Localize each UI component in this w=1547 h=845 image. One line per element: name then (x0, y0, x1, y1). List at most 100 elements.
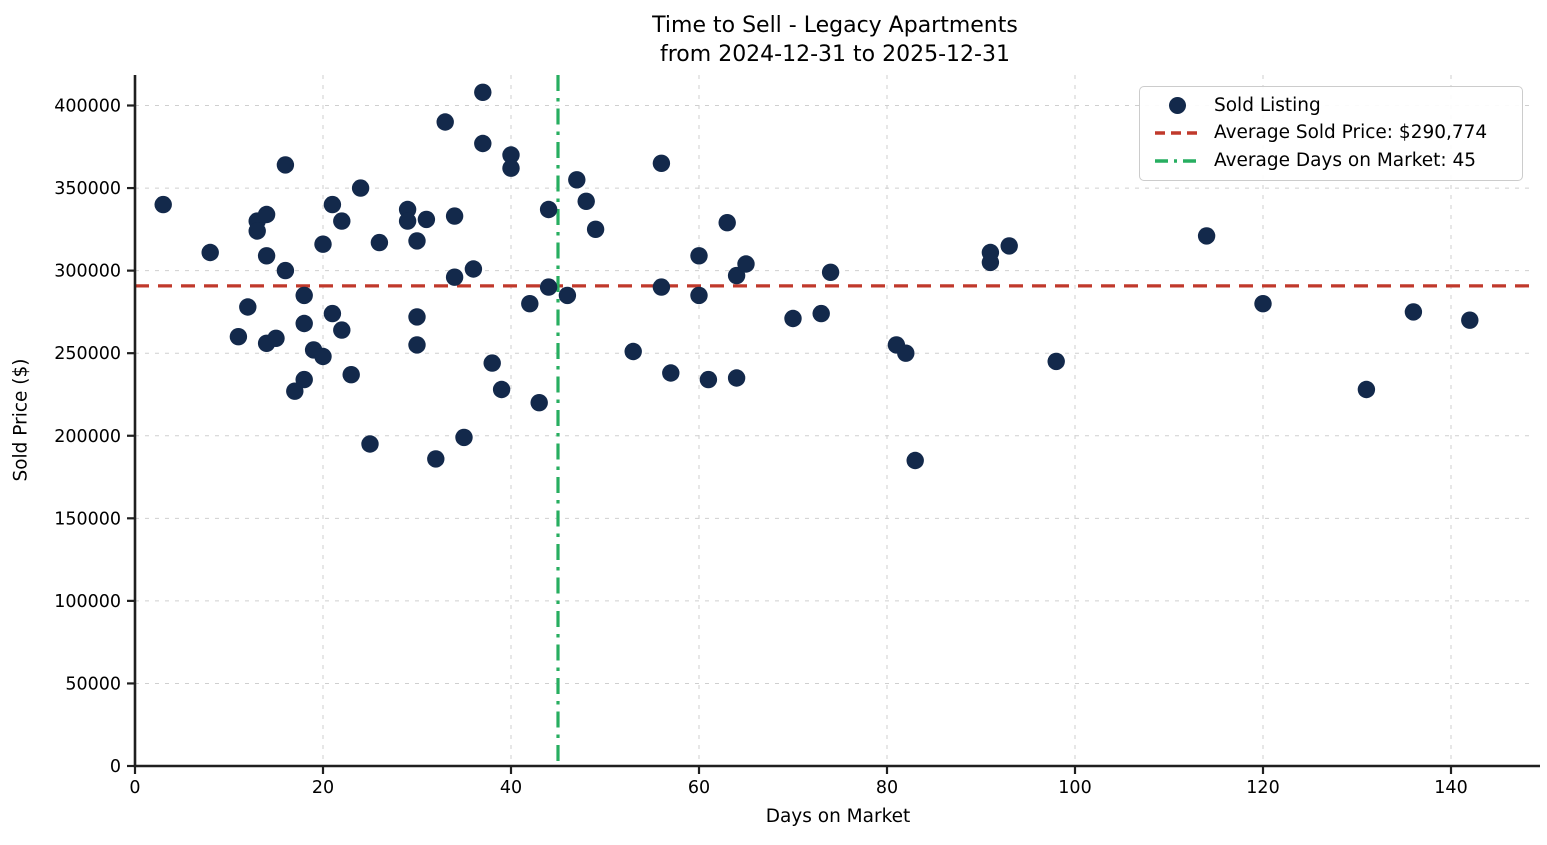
scatter-point (1254, 295, 1272, 313)
legend-label-sold-listing: Sold Listing (1214, 94, 1321, 116)
scatter-point (718, 214, 736, 232)
y-axis-label: Sold Price ($) (10, 358, 32, 482)
x-tick-label: 100 (1058, 778, 1091, 798)
scatter-point (408, 336, 426, 354)
scatter-point (1047, 352, 1065, 371)
scatter-point (812, 304, 830, 323)
scatter-point (586, 220, 605, 238)
scatter-point (981, 253, 1000, 272)
scatter-point (492, 380, 511, 399)
scatter-point (1197, 227, 1216, 245)
scatter-point (295, 286, 313, 305)
scatter-point (154, 195, 172, 214)
x-tick-label: 140 (1434, 778, 1467, 798)
scatter-point (314, 235, 332, 253)
scatter-point (539, 278, 558, 296)
legend-dashed-line-icon (1148, 130, 1206, 136)
scatter-point (257, 247, 276, 265)
x-tick-label: 40 (500, 778, 522, 798)
y-tick-label: 400000 (54, 97, 121, 117)
scatter-point (276, 261, 295, 280)
scatter-point (398, 212, 417, 230)
scatter-point (314, 347, 332, 366)
scatter-point (445, 268, 464, 286)
x-tick-label: 80 (876, 778, 898, 798)
scatter-point (897, 344, 915, 362)
chart-title-line1: Time to Sell - Legacy Apartments (652, 13, 1018, 38)
scatter-point (1461, 311, 1479, 329)
scatter-point (333, 321, 351, 339)
scatter-point (539, 200, 558, 219)
scatter-point (408, 232, 426, 250)
y-tick-label: 300000 (54, 262, 121, 282)
x-axis-label: Days on Market (765, 806, 911, 827)
y-tick-label: 50000 (65, 674, 121, 694)
y-tick-label: 200000 (54, 427, 121, 447)
scatter-point (502, 159, 520, 177)
scatter-point (455, 428, 473, 447)
scatter-point (370, 233, 389, 252)
scatter-point (690, 286, 708, 305)
chart-title-line2: from 2024-12-31 to 2025-12-31 (660, 42, 1010, 68)
chart-title: Time to Sell - Legacy Apartments from 20… (652, 11, 1018, 69)
scatter-point (427, 450, 445, 468)
scatter-point (286, 382, 304, 400)
scatter-point (521, 295, 539, 313)
legend-label-avg-days: Average Days on Market: 45 (1214, 149, 1477, 171)
legend-item-avg-price: Average Sold Price: $290,774 (1148, 124, 1514, 143)
scatter-point (1357, 380, 1376, 399)
legend-dashdot-line-icon (1148, 158, 1206, 164)
scatter-point (727, 266, 746, 285)
scatter-point (662, 364, 680, 382)
scatter-point (351, 179, 370, 197)
scatter-point (257, 205, 276, 224)
scatter-point (906, 451, 924, 470)
scatter-point (652, 278, 671, 296)
legend-label-avg-price: Average Sold Price: $290,774 (1214, 122, 1488, 144)
legend-item-sold-listing: Sold Listing (1148, 94, 1514, 116)
scatter-point (474, 134, 492, 153)
scatter-point (361, 435, 379, 453)
scatter-point (502, 146, 520, 164)
scatter-point (239, 298, 257, 316)
scatter-point (727, 369, 746, 387)
scatter-point (474, 83, 492, 102)
scatter-point (276, 156, 295, 174)
scatter-point (1404, 303, 1423, 321)
scatter-point (323, 195, 342, 214)
scatter-point (558, 286, 577, 305)
scatter-point (530, 394, 548, 412)
legend-dot-marker-icon (1148, 97, 1206, 115)
scatter-point (1000, 237, 1018, 255)
scatter-point (568, 171, 586, 189)
scatter-point (445, 207, 464, 225)
scatter-point (417, 210, 436, 229)
legend-item-avg-days: Average Days on Market: 45 (1148, 149, 1514, 171)
scatter-point (408, 308, 426, 326)
scatter-point (229, 328, 248, 346)
scatter-point (784, 309, 802, 328)
scatter-point (267, 329, 285, 347)
y-tick-label: 150000 (54, 509, 121, 529)
x-tick-label: 120 (1246, 778, 1279, 798)
scatter-point (323, 304, 342, 323)
scatter-point (483, 354, 501, 372)
scatter-point (624, 342, 642, 361)
scatter-point (699, 370, 718, 389)
scatter-point (464, 260, 483, 278)
scatter-point (690, 247, 708, 265)
scatter-point (342, 366, 360, 384)
scatter-point (295, 314, 313, 333)
scatter-point (333, 212, 351, 230)
scatter-point (248, 222, 266, 240)
legend: Sold Listing Average Sold Price: $290,77… (1139, 86, 1523, 181)
scatter-point (577, 192, 595, 210)
x-tick-label: 0 (129, 778, 140, 798)
scatter-point (201, 243, 219, 262)
y-tick-label: 350000 (54, 179, 121, 199)
x-tick-label: 20 (312, 778, 334, 798)
scatter-point (295, 370, 313, 389)
y-tick-label: 100000 (54, 592, 121, 612)
